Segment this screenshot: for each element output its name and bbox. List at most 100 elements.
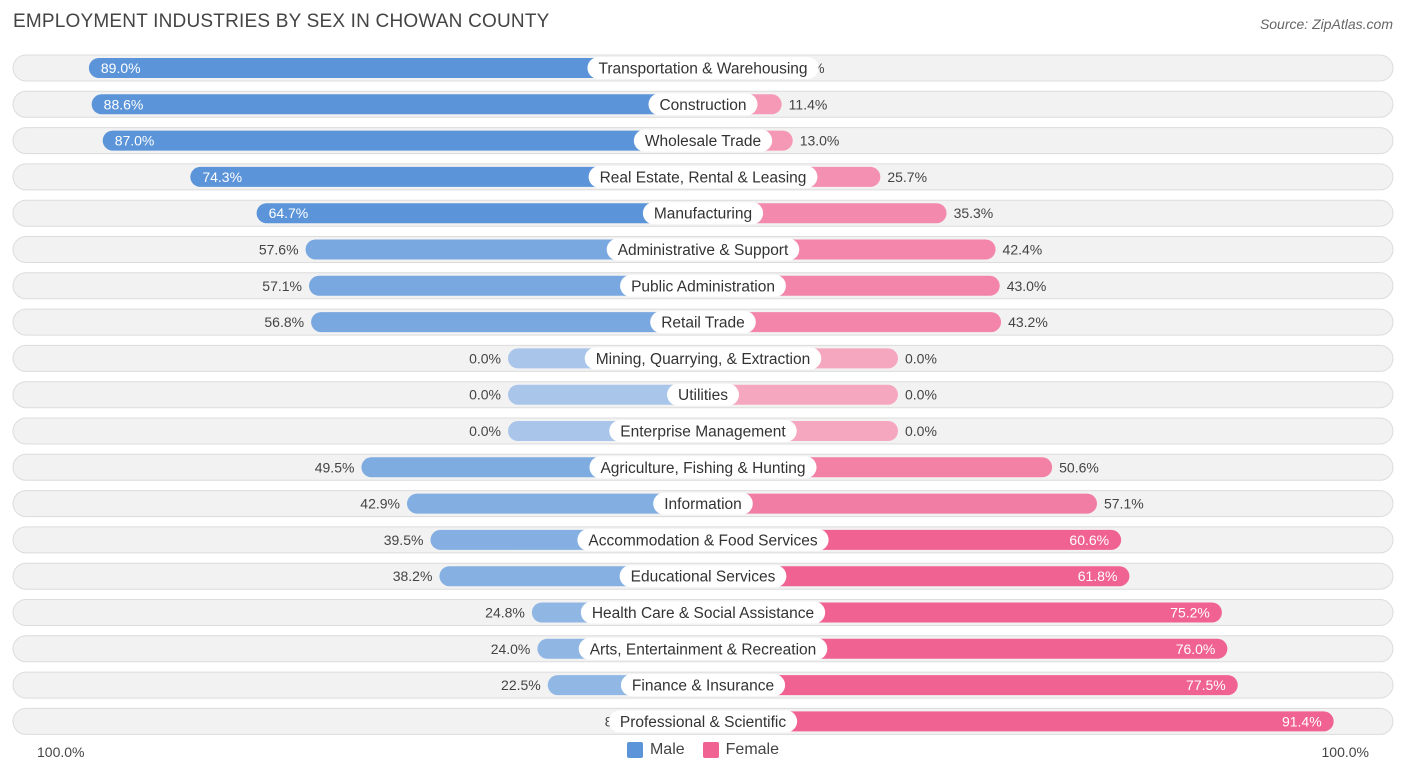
- male-value-label: 64.7%: [269, 205, 309, 221]
- male-bar: [88, 58, 703, 78]
- category-label: Real Estate, Rental & Leasing: [600, 169, 807, 186]
- category-label: Utilities: [678, 387, 728, 404]
- category-label: Wholesale Trade: [645, 133, 761, 150]
- category-pill: [620, 274, 786, 297]
- male-value-label: 0.0%: [469, 387, 501, 403]
- category-label: Arts, Entertainment & Recreation: [590, 641, 817, 658]
- category-label: Finance & Insurance: [632, 678, 774, 695]
- male-bar: [190, 166, 703, 187]
- category-pill: [648, 93, 758, 116]
- male-bar: [311, 312, 703, 333]
- category-label: Professional & Scientific: [620, 714, 787, 731]
- category-pill: [608, 710, 798, 733]
- category-pill: [580, 601, 826, 624]
- male-value-label: 57.6%: [259, 242, 299, 258]
- male-bar: [508, 384, 703, 405]
- female-value-label: 0.0%: [905, 350, 937, 366]
- female-value-label: 43.2%: [1008, 314, 1048, 330]
- male-value-label: 39.5%: [384, 532, 424, 548]
- female-value-label: 57.1%: [1104, 496, 1144, 512]
- male-value-label: 56.8%: [264, 314, 304, 330]
- category-label: Manufacturing: [654, 206, 752, 223]
- female-value-label: 42.4%: [1003, 242, 1043, 258]
- female-bar: [703, 711, 1334, 732]
- legend-swatch-female: [702, 742, 719, 758]
- legend-label-female: Female: [725, 741, 780, 758]
- male-value-label: 42.9%: [360, 496, 400, 512]
- category-pill: [588, 165, 818, 188]
- legend-item-male: Male: [626, 741, 685, 759]
- male-value-label: 87.0%: [115, 133, 155, 149]
- category-pill: [633, 129, 773, 152]
- category-pill: [606, 238, 800, 261]
- diverging-bar-chart: 89.0%11.0%Transportation & Warehousing88…: [12, 54, 1394, 735]
- category-pill: [609, 420, 797, 442]
- category-label: Health Care & Social Assistance: [592, 605, 814, 622]
- male-value-label: 57.1%: [262, 278, 302, 294]
- category-pill: [619, 565, 787, 588]
- category-label: Mining, Quarrying, & Extraction: [596, 351, 811, 368]
- female-bar: [703, 566, 1130, 587]
- male-value-label: 24.0%: [491, 641, 531, 657]
- category-label: Educational Services: [631, 569, 776, 586]
- legend-item-female: Female: [702, 741, 780, 759]
- female-bar: [703, 675, 1238, 696]
- category-label: Construction: [659, 97, 746, 114]
- male-value-label: 88.6%: [104, 96, 144, 112]
- male-bar: [309, 275, 703, 296]
- male-value-label: 24.8%: [485, 605, 525, 621]
- female-value-label: 91.4%: [1282, 713, 1322, 729]
- category-pill: [584, 347, 822, 370]
- female-value-label: 11.4%: [789, 96, 828, 112]
- category-label: Public Administration: [631, 278, 775, 295]
- axis-right-label: 100.0%: [1321, 744, 1369, 760]
- female-value-label: 43.0%: [1007, 278, 1047, 294]
- category-label: Agriculture, Fishing & Hunting: [600, 460, 805, 477]
- male-value-label: 22.5%: [501, 677, 541, 693]
- male-value-label: 89.0%: [101, 60, 141, 76]
- category-pill: [587, 57, 819, 79]
- male-value-label: 74.3%: [202, 169, 242, 185]
- legend: Male Female: [0, 741, 1406, 759]
- category-pill: [650, 311, 756, 334]
- female-value-label: 35.3%: [954, 205, 994, 221]
- female-value-label: 60.6%: [1069, 532, 1109, 548]
- female-value-label: 0.0%: [905, 423, 937, 439]
- category-pill: [578, 637, 828, 660]
- male-bar: [406, 493, 703, 514]
- category-pill: [577, 528, 829, 551]
- female-value-label: 76.0%: [1176, 641, 1216, 657]
- female-bar: [703, 312, 1002, 333]
- female-value-label: 75.2%: [1170, 605, 1210, 621]
- legend-swatch-male: [626, 742, 643, 758]
- male-value-label: 0.0%: [469, 350, 501, 366]
- female-value-label: 13.0%: [800, 133, 840, 149]
- chart-title: EMPLOYMENT INDUSTRIES BY SEX IN CHOWAN C…: [13, 11, 550, 32]
- male-value-label: 38.2%: [393, 568, 433, 584]
- category-label: Retail Trade: [661, 315, 745, 332]
- female-bar: [703, 384, 898, 405]
- female-value-label: 25.7%: [887, 169, 927, 185]
- female-bar: [703, 602, 1222, 623]
- source-label: Source: ZipAtlas.com: [1259, 16, 1393, 32]
- category-pill: [620, 674, 786, 697]
- male-value-label: 0.0%: [469, 423, 501, 439]
- male-bar: [256, 203, 703, 224]
- female-value-label: 50.6%: [1059, 459, 1099, 475]
- category-pill: [653, 492, 753, 515]
- female-bar: [703, 203, 947, 224]
- legend-label-male: Male: [649, 741, 685, 758]
- category-label: Administrative & Support: [618, 242, 789, 259]
- category-label: Accommodation & Food Services: [588, 532, 817, 549]
- male-bar: [102, 130, 703, 151]
- female-bar: [703, 638, 1228, 659]
- axis-left-label: 100.0%: [37, 744, 85, 760]
- male-bar: [91, 94, 703, 115]
- female-value-label: 0.0%: [905, 387, 937, 403]
- male-value-label: 49.5%: [315, 459, 355, 475]
- female-bar: [703, 493, 1097, 514]
- category-label: Enterprise Management: [620, 424, 786, 441]
- female-value-label: 61.8%: [1078, 568, 1118, 584]
- male-bar: [305, 239, 703, 260]
- female-value-label: 77.5%: [1186, 677, 1226, 693]
